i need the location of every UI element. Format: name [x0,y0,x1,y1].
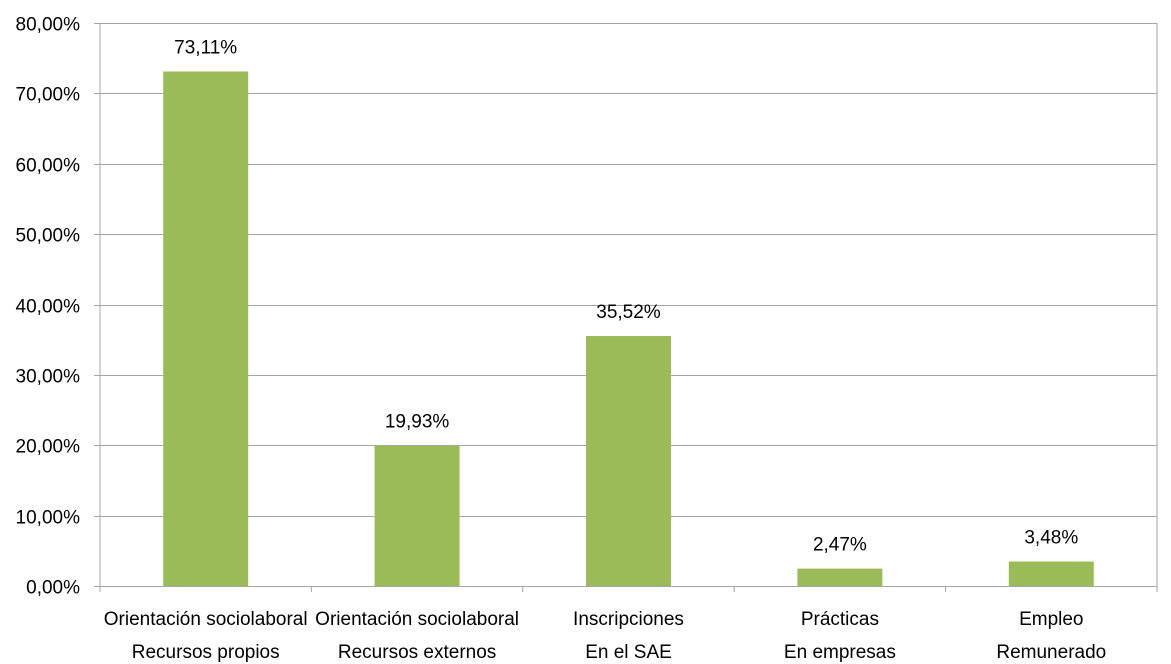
bars [163,71,1094,586]
x-tick-label: Empleo [1019,609,1083,630]
x-tick-label: En empresas [784,642,896,663]
data-label: 3,48% [1024,528,1078,549]
x-tick-label: Recursos externos [338,642,496,663]
y-tick-label: 50,00% [16,226,81,247]
x-tick-label: Recursos propios [132,642,280,663]
bar [797,568,883,586]
data-label: 73,11% [174,37,237,58]
bar [586,336,671,586]
bar [374,445,460,586]
bar [1008,561,1094,586]
data-label: 35,52% [596,302,661,323]
y-tick-label: 40,00% [16,297,81,318]
x-tick-label: Remunerado [996,642,1106,663]
y-tick-label: 0,00% [26,578,80,599]
y-tick-label: 60,00% [16,156,81,177]
x-tick-label: En el SAE [585,642,672,663]
labels: 0,00% 10,00% 20,00% 30,00% 40,00% 50,00% 60,00… [16,15,1107,664]
axes [94,23,1158,592]
data-label: 19,93% [385,412,450,433]
y-tick-label: 30,00% [16,367,81,388]
x-tick-label: Prácticas [801,609,879,630]
y-tick-label: 80,00% [16,15,81,36]
gridlines [100,23,1157,587]
data-label: 2,47% [813,535,867,556]
x-tick-label: Inscripciones [573,609,684,630]
bar [163,71,249,586]
y-tick-label: 20,00% [16,437,81,458]
x-tick-label: Orientación sociolaboral [104,609,308,630]
x-tick-label: Orientación sociolaboral [315,609,519,630]
y-tick-label: 70,00% [16,85,81,106]
y-tick-label: 10,00% [16,508,81,529]
